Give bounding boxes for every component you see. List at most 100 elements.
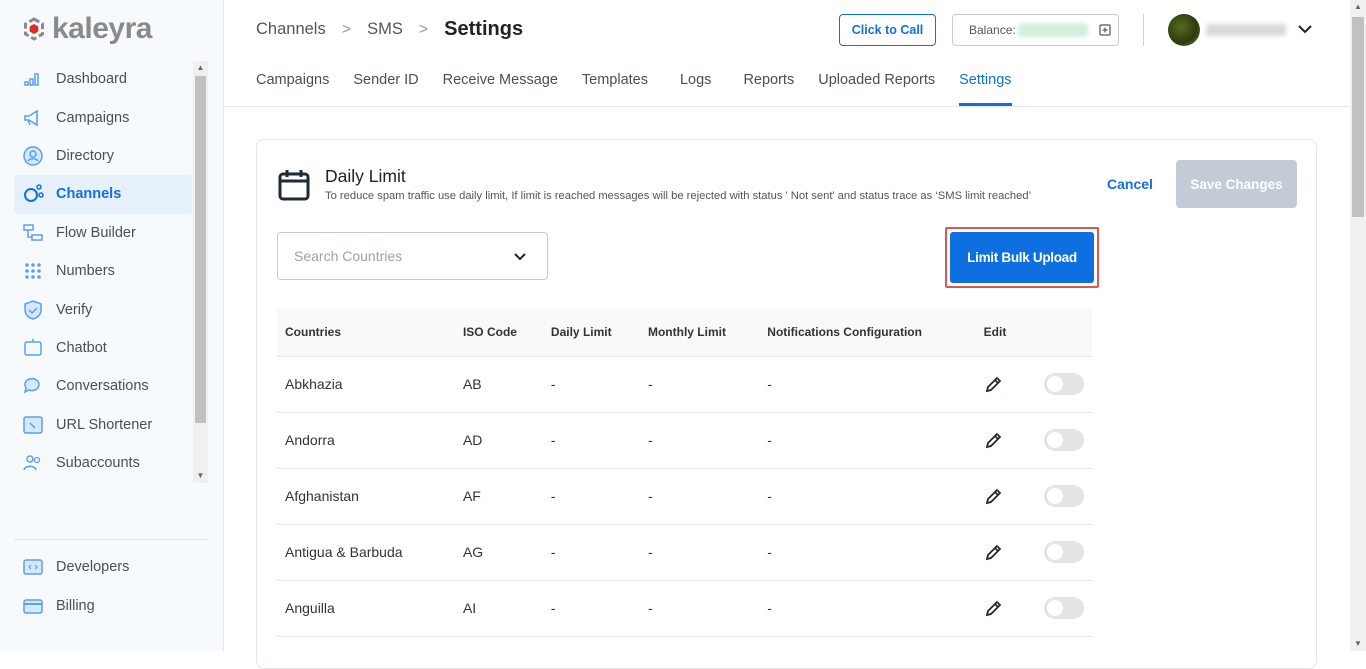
limit-bulk-upload-button[interactable]: Limit Bulk Upload — [950, 232, 1094, 283]
tab-receive-message[interactable]: Receive Message — [442, 72, 558, 88]
recharge-icon[interactable] — [1098, 23, 1112, 37]
search-countries-dropdown[interactable]: Search Countries — [277, 232, 548, 280]
column-header: Countries — [277, 309, 455, 357]
balance-widget: Balance: — [952, 14, 1119, 46]
cell-notif: - — [759, 356, 976, 413]
sidebar-item-numbers[interactable]: Numbers — [14, 252, 192, 290]
sidebar-item-label: Channels — [56, 186, 122, 203]
tab-logs[interactable]: Logs — [679, 72, 712, 88]
tab-uploaded-reports[interactable]: Uploaded Reports — [818, 72, 936, 88]
card-icon — [22, 595, 44, 617]
sidebar-item-campaigns[interactable]: Campaigns — [14, 98, 192, 136]
column-header: Notifications Configuration — [759, 309, 976, 357]
breadcrumb-channels[interactable]: Channels — [256, 20, 326, 38]
avatar[interactable] — [1168, 14, 1200, 46]
cell-country: Andorra — [277, 412, 455, 469]
sidebar-item-url-shortener[interactable]: URL Shortener — [14, 406, 192, 444]
scroll-up-icon[interactable]: ▲ — [196, 63, 205, 72]
column-header: Monthly Limit — [639, 309, 760, 357]
page-scroll-thumb[interactable] — [1352, 17, 1364, 217]
table-row: Antigua & Barbuda AG - - - — [277, 524, 1092, 581]
tab-templates[interactable]: Templates — [581, 72, 648, 88]
sidebar-item-subaccounts[interactable]: Subaccounts — [14, 444, 192, 482]
pencil-icon[interactable] — [984, 486, 1004, 506]
cell-edit — [975, 356, 1092, 413]
cancel-button[interactable]: Cancel — [1107, 176, 1153, 192]
page-scrollbar[interactable]: ▲ ▼ — [1350, 0, 1366, 651]
cell-daily: - — [542, 468, 640, 525]
sidebar-item-chatbot[interactable]: Chatbot — [14, 329, 192, 367]
cell-monthly: - — [639, 412, 760, 469]
tab-settings[interactable]: Settings — [959, 72, 1012, 106]
pencil-icon[interactable] — [984, 430, 1004, 450]
sidebar-item-label: Billing — [56, 597, 95, 614]
cell-iso: AF — [454, 468, 543, 525]
enable-toggle[interactable] — [1043, 485, 1084, 507]
sidebar-item-channels[interactable]: Channels — [14, 175, 192, 214]
cell-iso: AB — [454, 356, 543, 413]
cell-monthly: - — [639, 524, 760, 581]
tab-reports[interactable]: Reports — [743, 72, 795, 88]
scroll-up-icon[interactable]: ▲ — [1354, 2, 1362, 11]
table-row: Abkhazia AB - - - — [277, 356, 1092, 413]
sidebar-item-directory[interactable]: Directory — [14, 137, 192, 175]
bulk-upload-highlight: Limit Bulk Upload — [945, 227, 1099, 288]
scroll-down-icon[interactable]: ▼ — [1354, 639, 1362, 648]
chevron-down-icon[interactable] — [513, 250, 527, 264]
cell-country: Abkhazia — [277, 356, 455, 413]
chevron-down-icon[interactable] — [1296, 20, 1314, 38]
code-icon — [22, 556, 44, 578]
sidebar-item-billing[interactable]: Billing — [14, 586, 192, 624]
chevron-right-icon: > — [418, 20, 429, 38]
tab-sender-id[interactable]: Sender ID — [353, 72, 419, 88]
sidebar-item-label: Subaccounts — [56, 455, 140, 472]
card-title: Daily Limit — [325, 166, 406, 186]
cell-monthly: - — [639, 580, 760, 637]
kaleyra-logo[interactable]: kaleyra — [22, 12, 152, 46]
sidebar-item-label: Dashboard — [56, 71, 127, 88]
column-header: Daily Limit — [542, 309, 640, 357]
column-header: Edit — [975, 309, 1092, 357]
save-changes-button[interactable]: Save Changes — [1176, 160, 1297, 208]
cell-monthly: - — [639, 356, 760, 413]
click-to-call-button[interactable]: Click to Call — [839, 14, 936, 46]
calendar-icon — [278, 170, 310, 201]
sidebar-item-verify[interactable]: Verify — [14, 290, 192, 328]
cell-edit — [975, 524, 1092, 581]
sidebar-item-flow-builder[interactable]: Flow Builder — [14, 214, 192, 252]
sidebar-item-developers[interactable]: Developers — [14, 548, 192, 586]
enable-toggle[interactable] — [1043, 541, 1084, 563]
link-icon — [22, 414, 44, 436]
sidebar-nav: Dashboard Campaigns Directory Channels Flow … — [14, 60, 192, 482]
enable-toggle[interactable] — [1043, 597, 1084, 619]
card-description: To reduce spam traffic use daily limit, … — [325, 190, 1032, 202]
enable-toggle[interactable] — [1043, 373, 1084, 395]
pencil-icon[interactable] — [984, 374, 1004, 394]
table-row: Andorra AD - - - — [277, 412, 1092, 469]
sidebar-scrollbar[interactable]: ▲ ▼ — [193, 61, 208, 483]
cell-daily: - — [542, 580, 640, 637]
scroll-down-icon[interactable]: ▼ — [196, 471, 205, 480]
header: Channels > SMS > Settings Click to Call … — [224, 0, 1350, 107]
tab-campaigns[interactable]: Campaigns — [256, 72, 330, 88]
header-divider — [1143, 14, 1144, 46]
sidebar-item-dashboard[interactable]: Dashboard — [14, 60, 192, 98]
balance-label: Balance: — [969, 23, 1016, 37]
pencil-icon[interactable] — [984, 542, 1004, 562]
sidebar-item-conversations[interactable]: Conversations — [14, 367, 192, 405]
cell-notif: - — [759, 524, 976, 581]
sidebar-scroll-thumb[interactable] — [195, 76, 206, 423]
sidebar-item-label: Verify — [56, 301, 93, 318]
logo-text: kaleyra — [52, 12, 152, 45]
cell-edit — [975, 468, 1092, 525]
logo-icon — [24, 17, 44, 41]
sidebar-item-label: Directory — [56, 147, 115, 164]
chatbot-icon — [22, 337, 44, 359]
breadcrumb-sms[interactable]: SMS — [367, 20, 403, 38]
balance-value-redacted — [1017, 23, 1088, 37]
cell-iso: AI — [454, 580, 543, 637]
enable-toggle[interactable] — [1043, 429, 1084, 451]
cell-iso: AG — [454, 524, 543, 581]
sidebar-item-label: Numbers — [56, 263, 115, 280]
pencil-icon[interactable] — [984, 598, 1004, 618]
